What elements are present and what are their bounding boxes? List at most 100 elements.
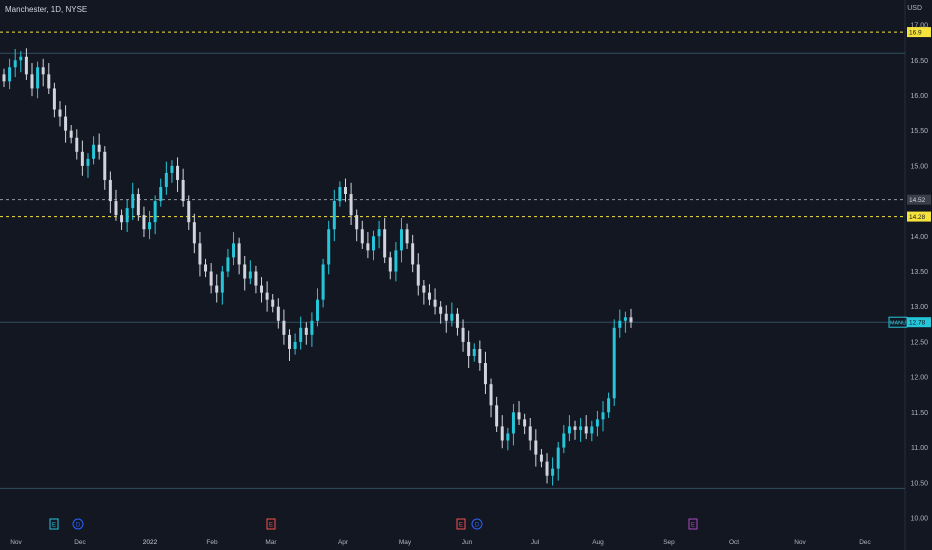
candle bbox=[120, 215, 124, 223]
event-marker-letter: D bbox=[475, 523, 480, 529]
candle bbox=[30, 74, 34, 89]
candle bbox=[595, 419, 599, 427]
candle bbox=[64, 116, 68, 131]
candle bbox=[69, 130, 73, 138]
candle bbox=[254, 271, 258, 286]
candle bbox=[237, 243, 241, 265]
x-tick-label: Dec bbox=[859, 539, 871, 546]
symbol-tag: MANU bbox=[890, 321, 906, 327]
candle bbox=[153, 201, 157, 223]
candle bbox=[276, 306, 280, 321]
candle bbox=[545, 461, 549, 476]
candle bbox=[383, 229, 387, 258]
candle bbox=[461, 327, 465, 342]
candle bbox=[164, 172, 168, 187]
x-tick-label: Feb bbox=[206, 539, 218, 546]
candle bbox=[433, 299, 437, 307]
y-tick-label: 12.00 bbox=[910, 375, 928, 382]
x-tick-label: Sep bbox=[663, 539, 675, 546]
candle bbox=[232, 243, 236, 258]
y-tick-label: 15.00 bbox=[910, 163, 928, 170]
candle bbox=[304, 327, 308, 335]
event-marker-letter: D bbox=[76, 523, 81, 529]
candle bbox=[293, 341, 297, 349]
candle bbox=[204, 264, 208, 272]
candle bbox=[483, 363, 487, 385]
x-tick-label: Aug bbox=[592, 539, 604, 546]
candle bbox=[321, 264, 325, 300]
earnings-marker[interactable] bbox=[266, 518, 276, 530]
candle bbox=[310, 320, 314, 335]
candle bbox=[567, 426, 571, 434]
candle bbox=[13, 60, 17, 68]
earnings-marker[interactable] bbox=[688, 518, 698, 530]
x-tick-label: Nov bbox=[794, 539, 806, 546]
candle bbox=[36, 67, 40, 89]
last-price-label: 12.78 bbox=[909, 320, 926, 327]
dividend-marker[interactable] bbox=[72, 518, 84, 530]
candle bbox=[579, 426, 583, 430]
candle bbox=[349, 194, 353, 216]
candle bbox=[405, 229, 409, 244]
candle bbox=[618, 320, 622, 328]
candle bbox=[282, 320, 286, 335]
candle bbox=[170, 165, 174, 173]
x-tick-label: May bbox=[399, 539, 412, 546]
candle bbox=[629, 317, 633, 323]
candle bbox=[75, 137, 79, 152]
candle bbox=[506, 433, 510, 441]
candle bbox=[551, 468, 555, 476]
candle bbox=[181, 179, 185, 202]
candle bbox=[243, 264, 247, 279]
candle bbox=[215, 285, 219, 293]
event-marker-letter: E bbox=[691, 523, 695, 529]
level-label: 14.28 bbox=[909, 214, 926, 221]
x-tick-label: Dec bbox=[74, 539, 86, 546]
candle bbox=[41, 67, 45, 75]
candle bbox=[601, 412, 605, 420]
candle bbox=[478, 348, 482, 364]
candle bbox=[260, 285, 264, 293]
candle bbox=[388, 257, 392, 272]
candle bbox=[2, 74, 6, 82]
candle bbox=[198, 243, 202, 265]
candle bbox=[355, 215, 359, 230]
level-label-bg bbox=[907, 211, 931, 222]
candle bbox=[422, 285, 426, 293]
dividend-marker[interactable] bbox=[471, 518, 483, 530]
candle bbox=[24, 56, 28, 75]
candle bbox=[573, 426, 577, 430]
candle bbox=[343, 187, 347, 195]
candle bbox=[377, 229, 381, 237]
candle bbox=[511, 412, 515, 434]
candle bbox=[271, 299, 275, 307]
candle bbox=[411, 243, 415, 265]
candle bbox=[534, 440, 538, 455]
candle bbox=[394, 250, 398, 272]
candle bbox=[288, 334, 292, 349]
level-label: 14.52 bbox=[909, 197, 926, 204]
candle bbox=[444, 313, 448, 321]
candle bbox=[47, 74, 51, 89]
candle bbox=[52, 88, 56, 110]
candle bbox=[316, 299, 319, 321]
earnings-marker[interactable] bbox=[456, 518, 466, 530]
candle bbox=[187, 201, 191, 223]
candle bbox=[103, 151, 107, 180]
x-tick-label: Apr bbox=[338, 539, 349, 546]
level-label: 16.9 bbox=[909, 30, 922, 37]
candle bbox=[489, 384, 493, 406]
candle bbox=[366, 243, 370, 251]
x-tick-label: Mar bbox=[265, 539, 277, 546]
y-tick-label: 14.00 bbox=[910, 234, 928, 241]
earnings-marker[interactable] bbox=[49, 518, 59, 530]
candle bbox=[539, 454, 543, 462]
candle bbox=[500, 426, 504, 441]
chart-title: Manchester, 1D, NYSE bbox=[5, 5, 88, 14]
y-tick-label: 10.00 bbox=[910, 515, 928, 522]
candle bbox=[136, 194, 140, 216]
candle bbox=[80, 151, 84, 166]
level-label-bg bbox=[907, 27, 931, 38]
candle bbox=[220, 271, 224, 293]
